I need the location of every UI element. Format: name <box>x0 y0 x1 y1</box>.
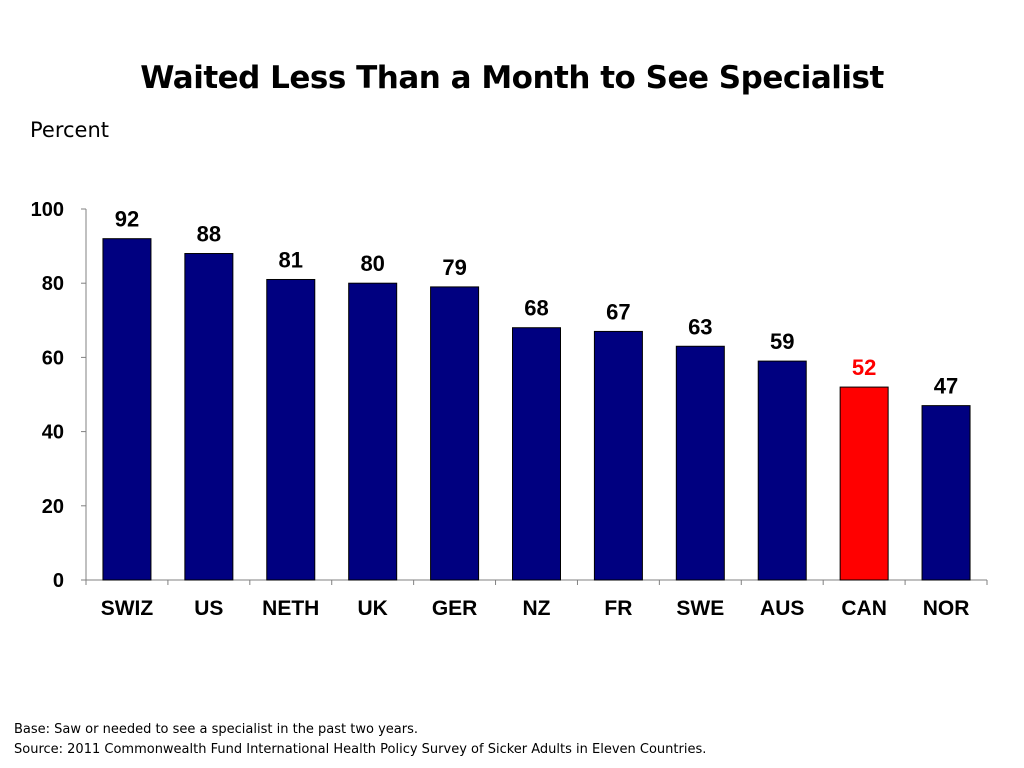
category-label-us: US <box>194 597 223 620</box>
data-label-nor: 47 <box>934 374 958 399</box>
category-label-uk: UK <box>358 597 388 620</box>
bar-nz <box>512 327 561 581</box>
bar-ger <box>430 286 480 581</box>
footnote-base: Base: Saw or needed to see a specialist … <box>14 722 419 737</box>
bar-nor <box>921 405 971 581</box>
category-label-swiz: SWIZ <box>101 597 154 620</box>
data-label-nz: 68 <box>524 296 548 321</box>
y-axis-unit-label: Percent <box>30 118 110 142</box>
bar-swe <box>675 345 725 581</box>
bar-us <box>184 253 234 581</box>
bar-fr <box>593 330 643 581</box>
y-tick-label: 0 <box>53 570 64 592</box>
footnotes: Base: Saw or needed to see a specialist … <box>14 720 706 760</box>
category-label-aus: AUS <box>760 597 804 620</box>
y-tick-label: 80 <box>42 273 64 295</box>
category-label-neth: NETH <box>262 597 319 620</box>
bar-aus <box>757 360 807 581</box>
bar-can <box>839 386 889 581</box>
data-label-can: 52 <box>852 355 876 380</box>
y-tick-label: 20 <box>42 496 64 518</box>
category-label-fr: FR <box>604 597 632 620</box>
y-tick-label: 40 <box>42 422 64 444</box>
bar-swiz <box>102 238 152 581</box>
bar-neth <box>266 278 316 581</box>
category-label-nz: NZ <box>523 597 551 620</box>
data-label-ger: 79 <box>442 255 466 280</box>
bar-uk <box>348 282 398 581</box>
data-label-fr: 67 <box>606 299 630 324</box>
category-label-ger: GER <box>432 597 478 620</box>
data-label-uk: 80 <box>360 251 384 276</box>
footnote-source: Source: 2011 Commonwealth Fund Internati… <box>14 742 707 757</box>
y-tick-label: 100 <box>31 199 64 221</box>
category-label-can: CAN <box>841 597 887 620</box>
data-label-neth: 81 <box>279 247 303 272</box>
bar-chart: 0 20 40 60 80 100 92 SWIZ 88 US 81 NETH 80 UK 79 GER 68 N… <box>31 199 988 620</box>
chart-title: Waited Less Than a Month to See Speciali… <box>140 60 884 96</box>
data-label-aus: 59 <box>770 329 794 354</box>
category-label-swe: SWE <box>676 597 724 620</box>
category-label-nor: NOR <box>923 597 970 620</box>
data-label-swiz: 92 <box>115 207 139 232</box>
data-label-us: 88 <box>197 222 221 247</box>
y-tick-label: 60 <box>42 347 64 369</box>
data-label-swe: 63 <box>688 314 712 339</box>
